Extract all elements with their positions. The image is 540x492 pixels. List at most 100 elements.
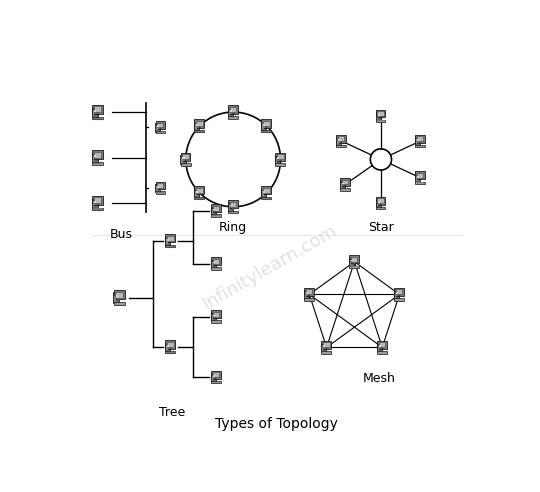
Bar bbox=[420, 142, 421, 143]
FancyBboxPatch shape bbox=[165, 340, 176, 348]
Bar bbox=[158, 186, 159, 187]
Bar bbox=[377, 114, 378, 119]
Bar bbox=[338, 136, 345, 141]
Bar bbox=[322, 346, 323, 351]
Bar bbox=[350, 260, 352, 265]
Bar bbox=[378, 114, 380, 116]
Bar bbox=[230, 107, 236, 112]
FancyBboxPatch shape bbox=[211, 215, 221, 216]
Bar bbox=[215, 264, 217, 265]
Bar bbox=[232, 208, 233, 209]
Text: Types of Topology: Types of Topology bbox=[215, 417, 338, 431]
FancyBboxPatch shape bbox=[415, 136, 420, 146]
FancyBboxPatch shape bbox=[92, 150, 103, 159]
Bar bbox=[381, 348, 382, 349]
Bar bbox=[338, 139, 340, 141]
FancyBboxPatch shape bbox=[194, 197, 204, 199]
FancyBboxPatch shape bbox=[180, 154, 186, 164]
Bar bbox=[185, 160, 186, 161]
Ellipse shape bbox=[194, 132, 205, 133]
Bar bbox=[170, 242, 171, 243]
Bar bbox=[232, 113, 233, 114]
Bar bbox=[215, 378, 217, 379]
Bar bbox=[342, 183, 344, 184]
Ellipse shape bbox=[340, 190, 350, 191]
Ellipse shape bbox=[275, 165, 286, 167]
Bar bbox=[195, 190, 199, 191]
FancyBboxPatch shape bbox=[349, 257, 354, 267]
Bar bbox=[94, 197, 102, 203]
FancyBboxPatch shape bbox=[415, 173, 420, 183]
Bar bbox=[417, 136, 423, 141]
FancyBboxPatch shape bbox=[165, 234, 176, 243]
FancyBboxPatch shape bbox=[92, 198, 98, 209]
Bar bbox=[94, 110, 97, 112]
FancyBboxPatch shape bbox=[165, 342, 171, 352]
Text: Ring: Ring bbox=[219, 221, 247, 234]
Bar bbox=[380, 117, 381, 118]
Bar bbox=[305, 293, 306, 298]
FancyBboxPatch shape bbox=[194, 121, 199, 131]
Bar bbox=[212, 262, 213, 267]
FancyBboxPatch shape bbox=[92, 105, 103, 114]
FancyBboxPatch shape bbox=[228, 211, 238, 213]
Bar bbox=[230, 110, 232, 112]
FancyBboxPatch shape bbox=[228, 107, 233, 117]
Bar bbox=[116, 292, 123, 298]
Bar bbox=[262, 123, 266, 124]
Bar bbox=[277, 154, 284, 159]
Bar bbox=[350, 258, 353, 259]
Ellipse shape bbox=[165, 247, 176, 248]
Bar bbox=[262, 190, 266, 191]
Ellipse shape bbox=[211, 322, 221, 324]
FancyBboxPatch shape bbox=[376, 197, 386, 205]
Bar bbox=[195, 189, 199, 190]
Ellipse shape bbox=[415, 147, 426, 148]
Bar bbox=[166, 239, 167, 245]
Bar bbox=[212, 261, 215, 262]
Bar bbox=[230, 205, 232, 207]
FancyBboxPatch shape bbox=[194, 130, 204, 132]
Bar bbox=[377, 111, 384, 116]
FancyBboxPatch shape bbox=[304, 290, 309, 299]
FancyBboxPatch shape bbox=[376, 120, 386, 122]
Bar bbox=[378, 346, 379, 351]
Bar bbox=[342, 180, 348, 184]
Bar bbox=[395, 293, 396, 298]
Bar bbox=[305, 292, 308, 293]
Bar bbox=[114, 294, 118, 295]
FancyBboxPatch shape bbox=[211, 204, 220, 212]
Bar bbox=[181, 157, 183, 163]
Bar bbox=[416, 139, 417, 144]
Bar bbox=[306, 292, 308, 294]
Bar bbox=[396, 289, 402, 294]
Ellipse shape bbox=[261, 199, 272, 200]
Bar bbox=[305, 291, 308, 292]
FancyBboxPatch shape bbox=[228, 116, 238, 119]
Ellipse shape bbox=[376, 122, 386, 123]
FancyBboxPatch shape bbox=[211, 267, 221, 270]
Bar bbox=[213, 206, 219, 211]
Ellipse shape bbox=[92, 164, 104, 166]
Bar bbox=[230, 202, 236, 207]
Bar bbox=[229, 110, 230, 116]
FancyBboxPatch shape bbox=[377, 342, 382, 352]
FancyBboxPatch shape bbox=[211, 312, 216, 321]
Bar bbox=[341, 142, 342, 143]
FancyBboxPatch shape bbox=[321, 342, 326, 352]
Bar bbox=[377, 198, 384, 203]
Bar bbox=[167, 236, 174, 241]
Ellipse shape bbox=[376, 209, 386, 210]
Bar bbox=[379, 342, 385, 347]
FancyBboxPatch shape bbox=[92, 152, 98, 163]
Bar bbox=[276, 157, 278, 163]
Text: Bus: Bus bbox=[110, 228, 133, 241]
FancyBboxPatch shape bbox=[211, 257, 220, 265]
FancyBboxPatch shape bbox=[156, 121, 165, 129]
Bar bbox=[395, 292, 399, 293]
FancyBboxPatch shape bbox=[394, 288, 404, 296]
Bar bbox=[197, 191, 198, 192]
Bar bbox=[213, 372, 219, 377]
Bar bbox=[399, 295, 400, 296]
Bar bbox=[182, 154, 189, 159]
